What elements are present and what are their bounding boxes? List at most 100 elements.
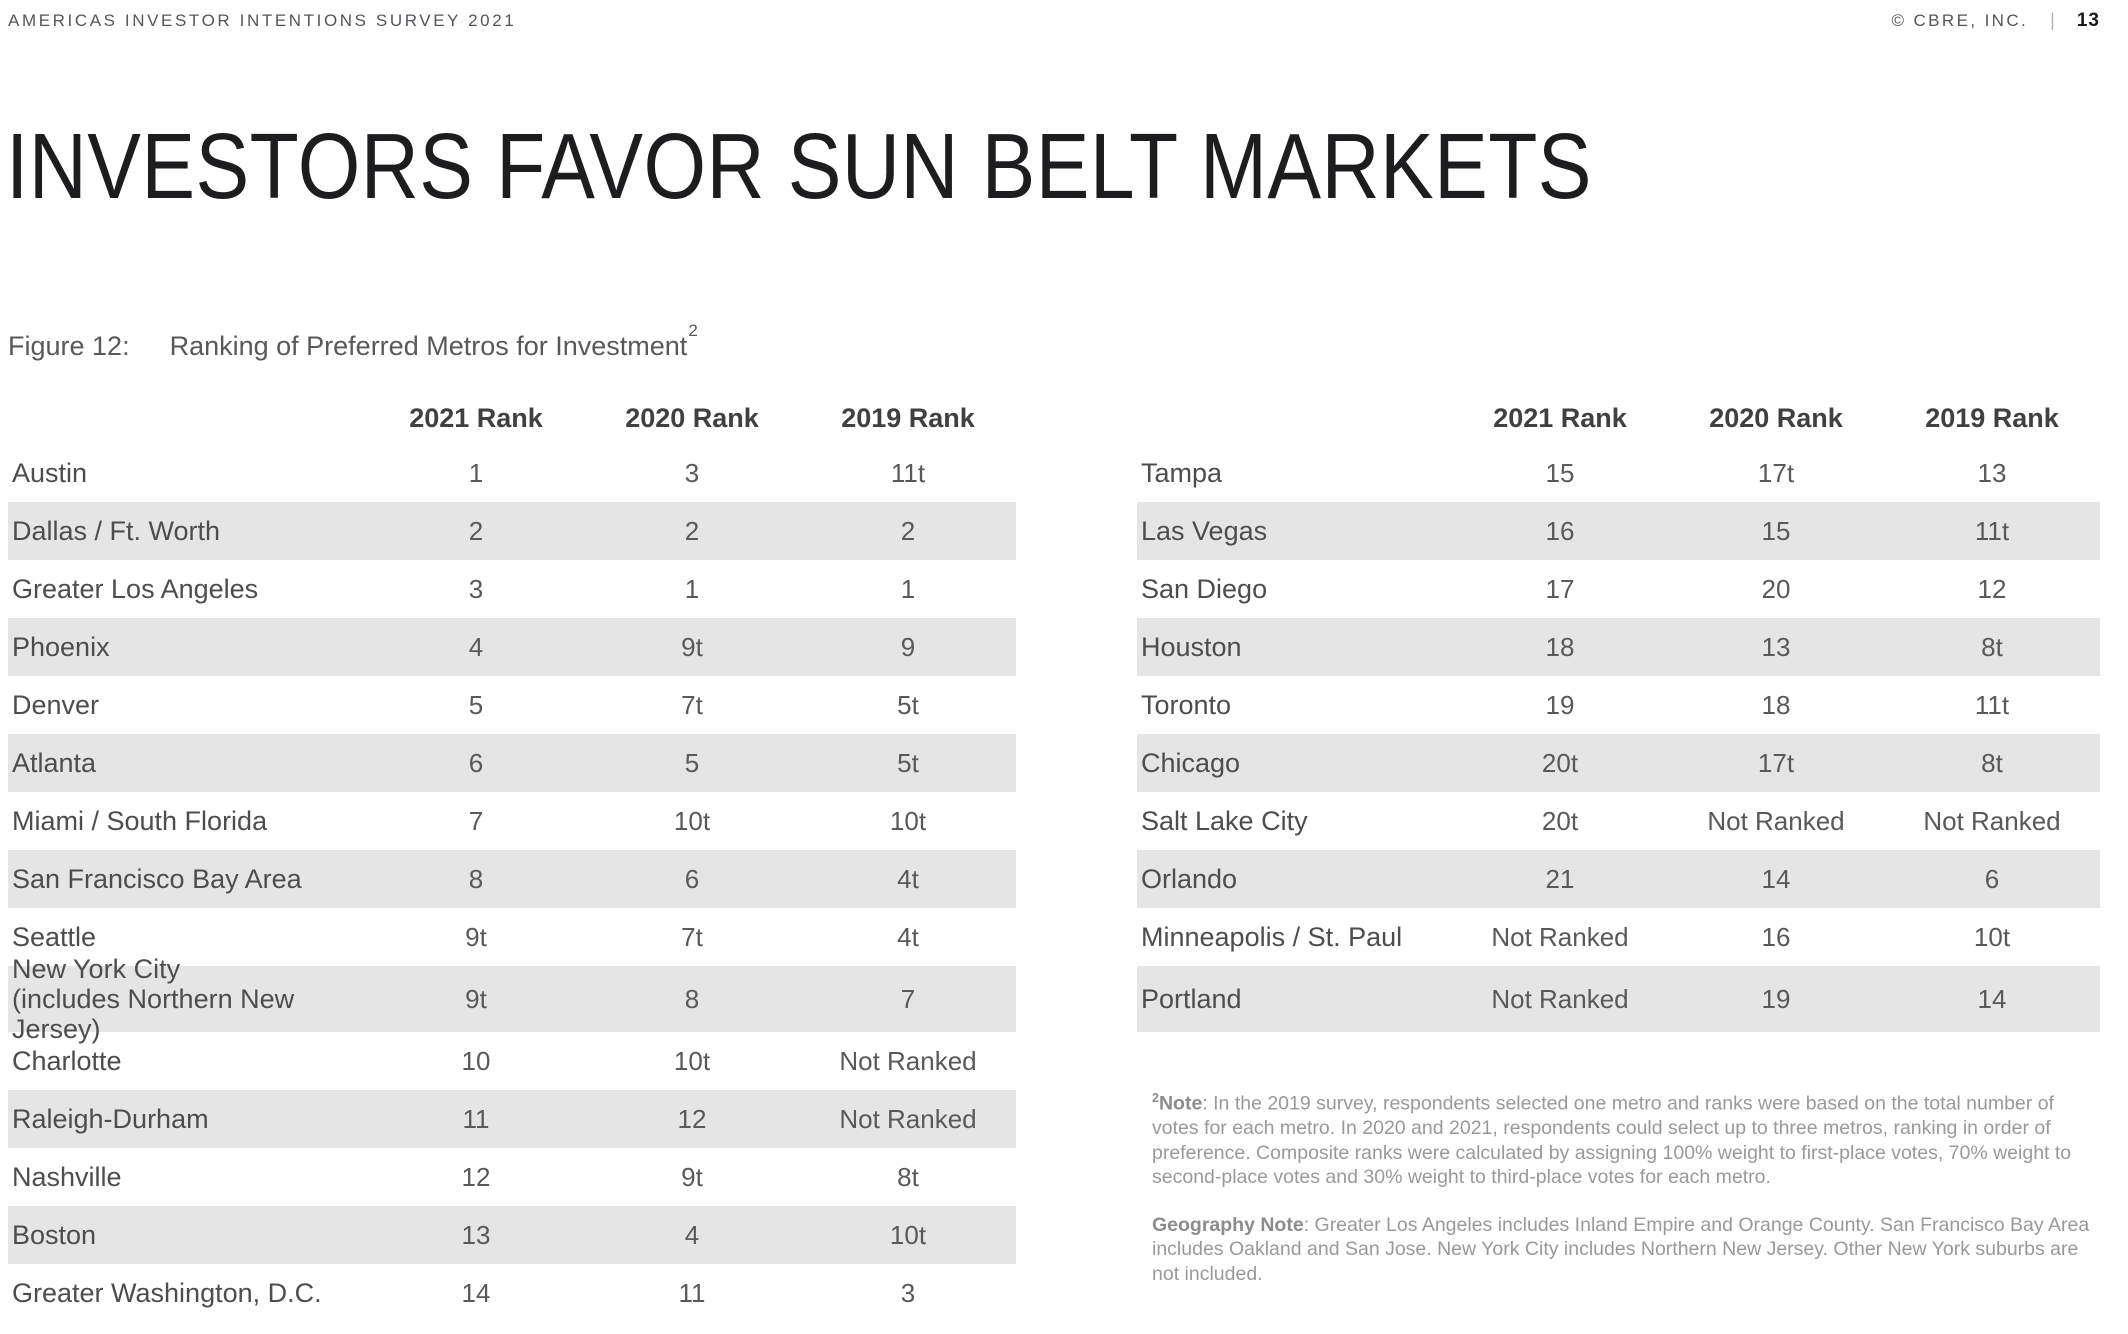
rank-2020-cell: 15 [1761,515,1791,546]
column-header-2020: 2020 Rank [1709,403,1843,433]
page-title: INVESTORS FAVOR SUN BELT MARKETS [6,114,1592,218]
metro-name-cell: Orlando [1137,864,1452,894]
metro-name-cell: Atlanta [8,748,368,778]
geography-note-text: : Greater Los Angeles includes Inland Em… [1152,1213,2090,1285]
rank-2021-cell: 13 [461,1219,491,1250]
rank-2019-cell: Not Ranked [839,1045,977,1076]
table-row: Tampa 15 17t 13 [1137,444,2100,502]
note-label: Note [1158,1092,1203,1115]
metro-name: Houston [1141,632,1242,662]
note-superscript: 2 [1152,1091,1159,1105]
table-header-row: 2021 Rank 2020 Rank 2019 Rank [1137,393,2100,444]
copyright-text: © CBRE, INC. [1891,11,2029,30]
column-header-2019: 2019 Rank [841,403,975,433]
rank-2021-cell: 21 [1545,863,1575,894]
metro-name: Dallas / Ft. Worth [12,516,221,546]
rank-2019-cell: 4t [897,921,919,952]
rank-2019-cell: 3 [900,1277,916,1308]
metro-name: Boston [12,1220,97,1250]
rank-2019-cell: 9 [900,631,916,662]
metro-name-cell: Greater Los Angeles [8,574,368,604]
table-row: New York City (includes Northern New Jer… [8,954,1016,1044]
rank-2019-cell: 12 [1977,573,2007,604]
rank-2020-cell: 20 [1761,573,1791,604]
rank-2019-cell: 5t [897,747,919,778]
metro-name-cell: Seattle [8,922,368,952]
rank-2020-cell: 7t [681,689,703,720]
rank-2019-cell: 5t [897,689,919,720]
rank-2019-cell: 8t [1981,747,2003,778]
rank-2020-cell: 14 [1761,863,1791,894]
metro-name: Toronto [1141,690,1232,720]
rank-2019-cell: 8t [1981,631,2003,662]
table-row: Greater Los Angeles 3 1 1 [8,560,1016,618]
metro-name-cell: Houston [1137,632,1452,662]
table-row: Phoenix 4 9t 9 [8,618,1016,676]
rank-2020-cell: 10t [673,805,711,836]
metro-name-cell: Boston [8,1220,368,1250]
table-row: Las Vegas 16 15 11t [1137,502,2100,560]
rank-2021-cell: 4 [468,631,484,662]
rank-2021-cell: 16 [1545,515,1575,546]
rank-2020-cell: 4 [684,1219,700,1250]
metro-name-cell: Charlotte [8,1046,368,1076]
rank-2019-cell: 10t [1973,921,2011,952]
rank-2021-cell: 17 [1545,573,1575,604]
metro-name: Denver [12,690,100,720]
rank-2021-cell: 20t [1541,805,1579,836]
metro-name-cell: Toronto [1137,690,1452,720]
metro-name-cell: San Diego [1137,574,1452,604]
table-row: Portland Not Ranked 19 14 [1137,966,2100,1032]
rank-2020-cell: 2 [684,515,700,546]
rank-2021-cell: 9t [465,983,487,1014]
table-header-row: 2021 Rank 2020 Rank 2019 Rank [8,393,1016,444]
table-row: Raleigh-Durham 11 12 Not Ranked [8,1090,1016,1148]
header-separator: | [2050,10,2055,30]
rank-2019-cell: Not Ranked [839,1103,977,1134]
figure-label: Figure 12: [8,331,130,361]
metro-name: Portland [1141,984,1242,1014]
rank-2020-cell: 8 [684,983,700,1014]
metro-name: Austin [12,458,88,488]
page-number: 13 [2076,10,2100,31]
geography-note-label: Geography Note [1152,1213,1304,1236]
column-header-2021: 2021 Rank [1493,403,1627,433]
rank-2021-cell: 19 [1545,689,1575,720]
rank-2021-cell: Not Ranked [1491,921,1629,952]
rank-2020-cell: 11 [678,1277,706,1308]
metro-name: Atlanta [12,748,97,778]
table-row: Salt Lake City 20t Not Ranked Not Ranked [1137,792,2100,850]
rank-2020-cell: 12 [677,1103,707,1134]
metro-name-cell: Dallas / Ft. Worth [8,516,368,546]
rank-2021-cell: Not Ranked [1491,983,1629,1014]
rank-2020-cell: 6 [684,863,700,894]
metro-name-cell: Miami / South Florida [8,806,368,836]
metro-name: Salt Lake City [1141,806,1308,836]
rank-table-right: 2021 Rank 2020 Rank 2019 Rank Tampa 15 1… [1137,393,2100,1032]
rank-2020-cell: 16 [1761,921,1791,952]
rank-2021-cell: 20t [1541,747,1579,778]
metro-name-cell: Tampa [1137,458,1452,488]
metro-name: Seattle [12,922,97,952]
metro-name: New York City [12,954,181,984]
metro-name-cell: Greater Washington, D.C. [8,1278,368,1308]
table-row: Houston 18 13 8t [1137,618,2100,676]
survey-title: AMERICAS INVESTOR INTENTIONS SURVEY 2021 [8,11,517,30]
rank-2020-cell: 7t [681,921,703,952]
rank-2019-cell: 10t [889,805,927,836]
metro-name: Raleigh-Durham [12,1104,209,1134]
rank-2021-cell: 18 [1545,631,1575,662]
table-row: Chicago 20t 17t 8t [1137,734,2100,792]
rank-2020-cell: 1 [684,573,700,604]
metro-name: Orlando [1141,864,1238,894]
rank-2019-cell: 11t [1974,689,2010,720]
metro-name: San Diego [1141,574,1268,604]
table-row: Miami / South Florida 7 10t 10t [8,792,1016,850]
rank-2021-cell: 8 [468,863,484,894]
right-table-body: Tampa 15 17t 13 Las Vegas 16 15 11t San … [1137,444,2100,1032]
column-header-2020: 2020 Rank [625,403,759,433]
metro-name: Phoenix [12,632,110,662]
table-row: Denver 5 7t 5t [8,676,1016,734]
metro-name-cell: Phoenix [8,632,368,662]
table-row: Minneapolis / St. Paul Not Ranked 16 10t [1137,908,2100,966]
